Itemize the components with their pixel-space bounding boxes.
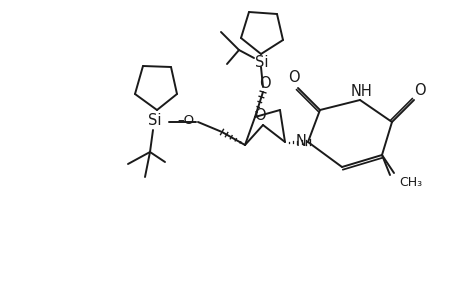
- Text: O: O: [258, 76, 270, 91]
- Text: –O: –O: [177, 113, 194, 127]
- Text: CH₃: CH₃: [398, 176, 421, 190]
- Text: O: O: [287, 70, 299, 85]
- Text: NH: NH: [350, 83, 372, 98]
- Text: N: N: [295, 134, 306, 148]
- Text: O: O: [254, 107, 265, 122]
- Text: Si: Si: [255, 55, 268, 70]
- Text: O: O: [413, 82, 425, 98]
- Text: Si: Si: [148, 112, 162, 128]
